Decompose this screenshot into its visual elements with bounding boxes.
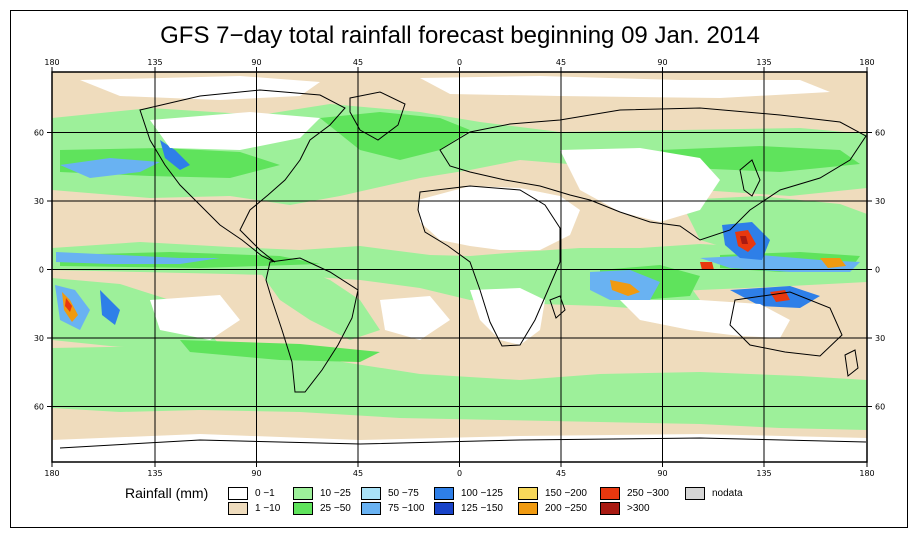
lat-label: 0 — [875, 266, 880, 275]
lon-label: 135 — [756, 469, 771, 478]
lon-label: 90 — [251, 58, 261, 67]
lon-label: 180 — [859, 58, 874, 67]
lon-label: 90 — [251, 469, 261, 478]
africa-outline — [417, 185, 561, 347]
australia-outline — [729, 291, 843, 357]
lat-label: 30 — [34, 197, 44, 206]
lat-label: 30 — [875, 197, 885, 206]
lat-label: 60 — [875, 129, 885, 138]
japan-outline — [739, 159, 761, 197]
lon-label: 180 — [44, 58, 59, 67]
lat-label: 60 — [34, 403, 44, 412]
lat-labels-left: 60 30 0 30 60 — [34, 129, 44, 412]
legend-swatch — [518, 487, 538, 500]
legend-label: 50 −75 — [388, 488, 419, 499]
lon-label: 135 — [147, 58, 162, 67]
lon-label: 180 — [859, 469, 874, 478]
legend-swatch — [361, 487, 381, 500]
lon-label: 90 — [657, 469, 667, 478]
legend-label: 10 −25 — [320, 488, 351, 499]
lon-label: 135 — [147, 469, 162, 478]
legend-swatch — [518, 502, 538, 515]
legend-swatch — [293, 487, 313, 500]
legend-swatch — [434, 502, 454, 515]
legend-label: 75 −100 — [388, 503, 425, 514]
legend-swatch — [293, 502, 313, 515]
legend-swatch — [600, 487, 620, 500]
new-zealand-outline — [844, 349, 859, 377]
legend-swatch — [228, 502, 248, 515]
north-america-outline — [139, 89, 346, 263]
legend-label: 150 −200 — [545, 488, 587, 499]
legend-label: nodata — [712, 488, 743, 499]
lon-label: 45 — [556, 58, 566, 67]
legend-label: 100 −125 — [461, 488, 503, 499]
lat-label: 30 — [875, 334, 885, 343]
map-body — [52, 72, 867, 462]
madagascar-outline — [549, 295, 566, 319]
legend-swatch — [361, 502, 381, 515]
rainfall-map: 180 135 90 45 0 45 90 135 180 180 135 90… — [34, 58, 885, 478]
legend-swatch — [600, 502, 620, 515]
lat-label: 60 — [875, 403, 885, 412]
lon-label: 90 — [657, 58, 667, 67]
lon-label: 0 — [457, 58, 462, 67]
legend-label: 0 −1 — [255, 488, 275, 499]
legend-label: 1 −10 — [255, 503, 281, 514]
legend-title: Rainfall (mm) — [125, 485, 209, 501]
lon-labels-top: 180 135 90 45 0 45 90 135 180 — [44, 58, 874, 67]
graticule — [52, 72, 867, 462]
lon-label: 45 — [353, 469, 363, 478]
eurasia-outline — [439, 107, 867, 241]
lon-label: 0 — [457, 469, 462, 478]
lon-label: 45 — [556, 469, 566, 478]
lat-label: 60 — [34, 129, 44, 138]
lat-label: 30 — [34, 334, 44, 343]
legend-swatch — [685, 487, 705, 500]
south-america-outline — [265, 257, 359, 393]
legend-swatch — [434, 487, 454, 500]
lat-labels-right: 60 30 0 30 60 — [875, 129, 885, 412]
lon-labels-bottom: 180 135 90 45 0 45 90 135 180 — [44, 469, 874, 478]
legend-label: 125 −150 — [461, 503, 503, 514]
tick-marks — [47, 67, 872, 467]
lon-label: 135 — [756, 58, 771, 67]
legend-label: >300 — [627, 503, 650, 514]
legend-label: 200 −250 — [545, 503, 587, 514]
legend-label: 25 −50 — [320, 503, 351, 514]
lon-label: 45 — [353, 58, 363, 67]
extreme-rain-spots — [62, 230, 846, 322]
antarctica-outline — [59, 437, 867, 449]
legend-label: 250 −300 — [627, 488, 669, 499]
lon-label: 180 — [44, 469, 59, 478]
lat-label: 0 — [39, 266, 44, 275]
map-title: GFS 7−day total rainfall forecast beginn… — [160, 22, 760, 49]
legend-swatch — [228, 487, 248, 500]
figure-frame — [10, 10, 908, 528]
